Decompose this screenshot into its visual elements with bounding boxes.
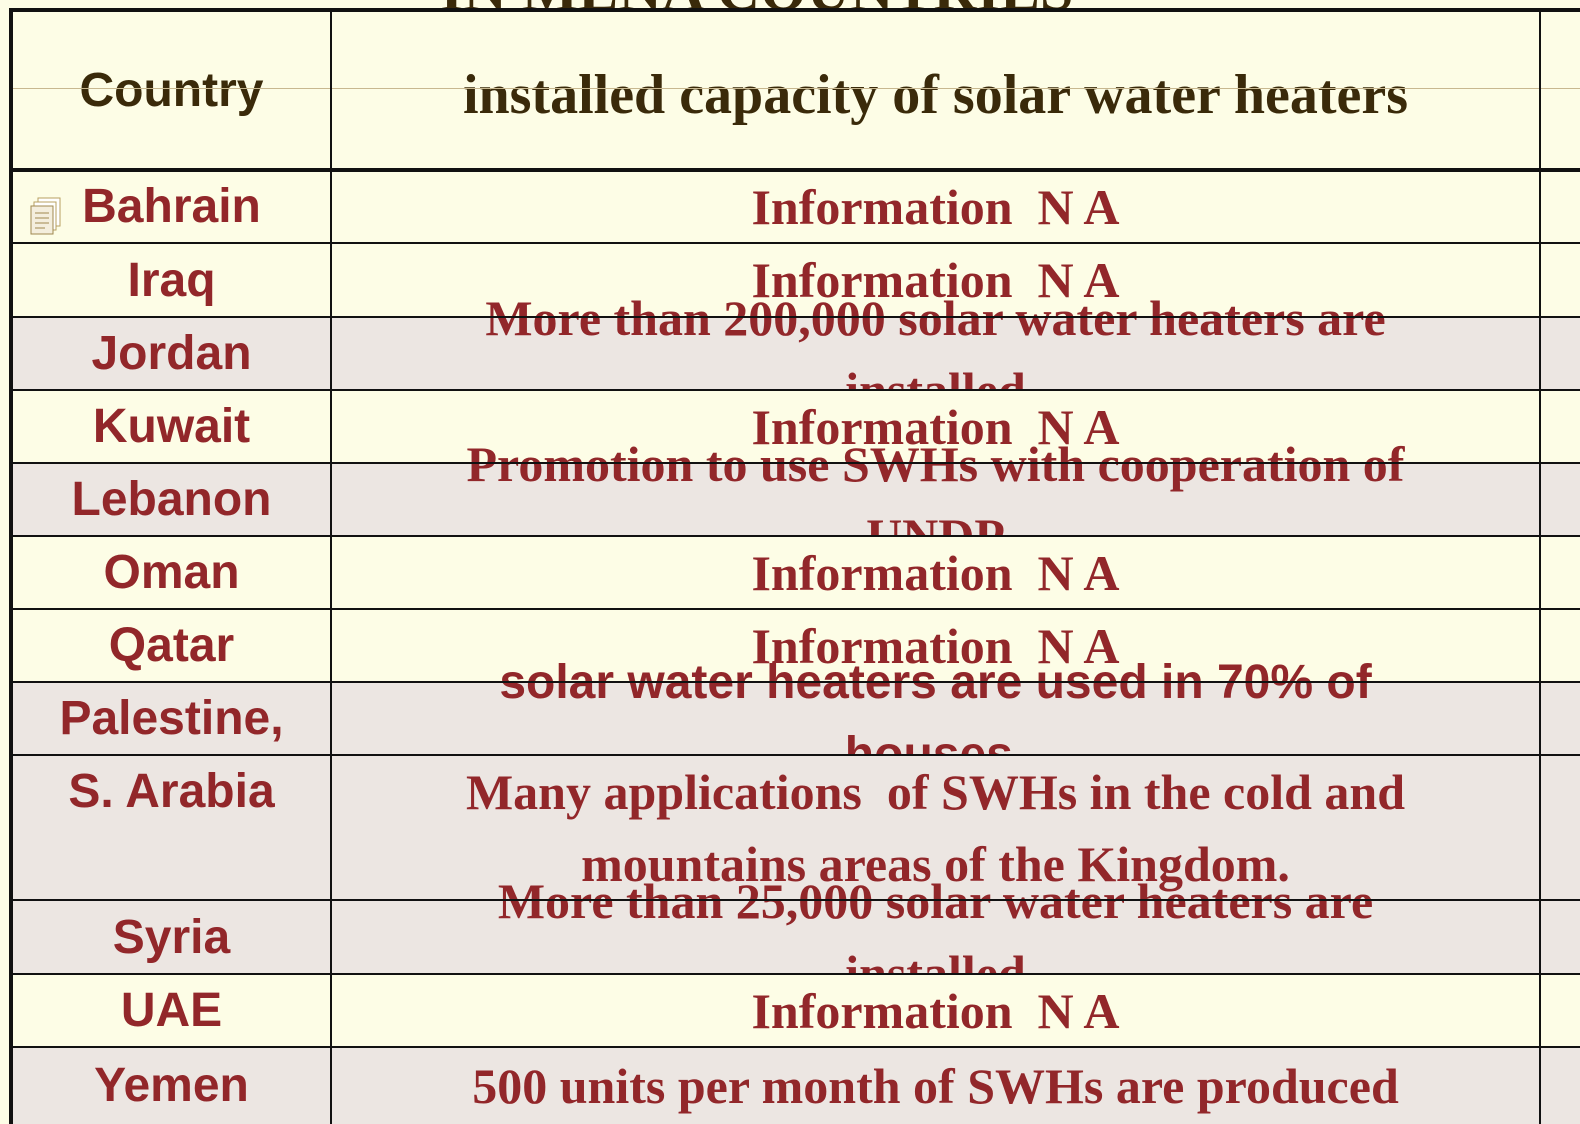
row-bg [12,682,1580,755]
country-cell: Syria [112,910,231,964]
capacity-cell: More than 200,000 solar water heaters ar… [331,290,1540,418]
row-line [10,608,1580,610]
col-line [9,8,13,1124]
country-cell: Bahrain [82,180,261,233]
country-cell: UAE [120,984,223,1037]
capacity-cell: Information N A [751,982,1120,1039]
capacity-cell: More than 25,000 solar water heaters are… [497,873,1374,1001]
capacity-cell: Information N A [751,398,1120,455]
row-line [10,168,1580,172]
capacity-cell: Many applications of SWHs in the cold an… [465,763,1418,892]
row-bg [12,390,1580,463]
col-line [330,10,332,1124]
country-cell: Lebanon [71,473,272,526]
row-line [10,8,1580,12]
header-guide [10,88,1580,89]
row-line [10,462,1580,464]
country-cell: Oman [103,546,240,599]
col-line [1539,10,1541,1124]
row-line [10,535,1580,537]
row-line [10,681,1580,683]
row-line [10,389,1580,391]
header-cell: Country [79,63,264,117]
capacity-cell: Promotion to use SWHs with cooperation o… [331,436,1540,564]
country-cell: Kuwait [92,400,251,453]
country-cell: Qatar [108,619,235,672]
capacity-cell: Information N A [751,178,1120,235]
row-line [10,754,1580,756]
capacity-cell: Information N A [751,617,1120,674]
row-bg [12,243,1580,317]
row-line [10,1046,1580,1048]
capacity-cell: solar water heaters are used in 70% of h… [331,656,1540,781]
row-line [10,973,1580,975]
row-bg [12,536,1580,609]
row-bg [12,317,1580,390]
row-line [10,899,1580,901]
country-cell: Palestine, [59,692,284,745]
country-cell: Iraq [127,253,216,307]
capacity-cell: 500 units per month of SWHs are produced [472,1057,1399,1114]
capacity-cell: Information N A [751,544,1120,601]
country-cell: Yemen [94,1059,249,1112]
capacity-cell: Information N A [751,252,1120,308]
row-bg [12,755,1580,900]
row-line [10,242,1580,244]
row-bg [12,170,1580,243]
row-bg [12,900,1580,974]
row-bg [12,463,1580,536]
row-bg [12,974,1580,1047]
row-bg [12,609,1580,682]
country-cell: Jordan [91,327,252,380]
country-cell: S. Arabia [68,765,275,818]
header-cell: installed capacity of solar water heater… [462,64,1409,126]
row-bg [12,1047,1580,1124]
row-line [10,316,1580,318]
note-icon [30,197,61,235]
